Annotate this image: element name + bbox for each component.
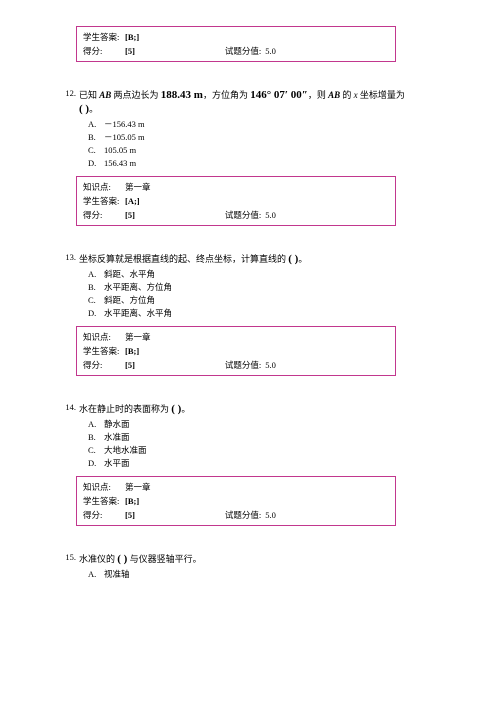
q12-mid2: ，方位角为	[203, 90, 250, 100]
answer-label: 学生答案:	[83, 494, 125, 508]
answer-box-12: 知识点:第一章 学生答案:[A;] 得分:[5] 试题分值: 5.0	[76, 176, 396, 226]
q12-mid5: 坐标增量为	[358, 90, 405, 100]
question-text: 坐标反算就是根据直线的起、终点坐标，计算直线的 ( )。	[76, 252, 440, 266]
score-label: 得分:	[83, 44, 125, 58]
option-c-text: 105.05 m	[104, 144, 136, 157]
full-score-value: 5.0	[265, 208, 276, 222]
q15-paren: ( )	[117, 553, 127, 565]
option-b-text: 水准面	[104, 431, 130, 444]
question-text: 水准仪的 ( ) 与仪器竖轴平行。	[76, 552, 440, 566]
knowledge-value: 第一章	[125, 180, 151, 194]
knowledge-label: 知识点:	[83, 180, 125, 194]
options-13: A.斜距、水平角 B.水平距离、方位角 C.斜距、方位角 D.水平距离、水平角	[88, 268, 440, 320]
q12-mid4: 的	[340, 90, 354, 100]
option-d: D.156.43 m	[88, 157, 440, 170]
option-d-text: 水平距离、水平角	[104, 307, 172, 320]
option-d: D.水平距离、水平角	[88, 307, 440, 320]
answer-label: 学生答案:	[83, 194, 125, 208]
q12-len: 188.43 m	[161, 89, 203, 101]
q14-tail: 。	[181, 404, 190, 414]
q12-paren: ( )	[79, 103, 89, 115]
q12-mid3: ，则	[308, 90, 328, 100]
question-number: 12.	[60, 88, 76, 98]
q14-text1: 水在静止时的表面称为	[79, 404, 171, 414]
answer-label: 学生答案:	[83, 344, 125, 358]
question-13: 13. 坐标反算就是根据直线的起、终点坐标，计算直线的 ( )。 A.斜距、水平…	[60, 252, 440, 376]
answer-box-14: 知识点:第一章 学生答案:[B;] 得分:[5] 试题分值: 5.0	[76, 476, 396, 526]
score-label: 得分:	[83, 358, 125, 372]
q15-text2: 与仪器竖轴平行。	[127, 554, 201, 564]
full-score-value: 5.0	[265, 508, 276, 522]
option-b-text: －105.05 m	[104, 131, 145, 144]
question-12: 12. 已知 AB 两点边长为 188.43 m，方位角为 146° 07′ 0…	[60, 88, 440, 226]
option-c-text: 大地水准面	[104, 444, 147, 457]
option-d-text: 156.43 m	[104, 157, 136, 170]
option-b: B.水平距离、方位角	[88, 281, 440, 294]
q13-tail: 。	[298, 254, 307, 264]
option-a: A.视准轴	[88, 568, 440, 581]
option-c: C.105.05 m	[88, 144, 440, 157]
score-value: [5]	[125, 358, 135, 372]
question-14: 14. 水在静止时的表面称为 ( )。 A.静水面 B.水准面 C.大地水准面 …	[60, 402, 440, 526]
answer-box-top: 学生答案: [B;] 得分: [5] 试题分值: 5.0	[76, 26, 396, 62]
question-text: 已知 AB 两点边长为 188.43 m，方位角为 146° 07′ 00″，则…	[76, 88, 440, 116]
full-score-label: 试题分值:	[225, 358, 261, 372]
q15-text1: 水准仪的	[79, 554, 117, 564]
knowledge-value: 第一章	[125, 480, 151, 494]
q13-text1: 坐标反算就是根据直线的起、终点坐标，计算直线的	[79, 254, 288, 264]
score-value: [5]	[125, 208, 135, 222]
answer-value: [B;]	[125, 494, 139, 508]
score-row: 得分: [5] 试题分值: 5.0	[83, 44, 389, 58]
q12-mid1: 两点边长为	[111, 90, 161, 100]
option-b-text: 水平距离、方位角	[104, 281, 172, 294]
knowledge-label: 知识点:	[83, 330, 125, 344]
q12-tail: 。	[89, 104, 98, 114]
option-b: B.水准面	[88, 431, 440, 444]
answer-row: 学生答案: [B;]	[83, 30, 389, 44]
option-a-text: 斜距、水平角	[104, 268, 155, 281]
q14-paren: ( )	[171, 403, 181, 415]
full-score-label: 试题分值:	[225, 44, 261, 58]
options-15: A.视准轴	[88, 568, 440, 581]
q12-angle: 146° 07′ 00″	[250, 89, 308, 101]
answer-value: [B;]	[125, 30, 139, 44]
question-number: 15.	[60, 552, 76, 562]
option-b: B.－105.05 m	[88, 131, 440, 144]
full-score-value: 5.0	[265, 358, 276, 372]
option-a: A.斜距、水平角	[88, 268, 440, 281]
score-value: [5]	[125, 44, 135, 58]
option-c-text: 斜距、方位角	[104, 294, 155, 307]
score-label: 得分:	[83, 208, 125, 222]
q12-ab: AB	[99, 90, 111, 100]
option-c: C.大地水准面	[88, 444, 440, 457]
q12-prefix: 已知	[79, 90, 99, 100]
answer-label: 学生答案:	[83, 30, 125, 44]
option-a: A.－156.43 m	[88, 118, 440, 131]
answer-value: [A;]	[125, 194, 140, 208]
question-text: 水在静止时的表面称为 ( )。	[76, 402, 440, 416]
question-number: 13.	[60, 252, 76, 262]
option-a-text: 视准轴	[104, 568, 130, 581]
option-a-text: －156.43 m	[104, 118, 145, 131]
knowledge-label: 知识点:	[83, 480, 125, 494]
option-d: D.水平面	[88, 457, 440, 470]
q13-paren: ( )	[288, 253, 298, 265]
full-score-label: 试题分值:	[225, 208, 261, 222]
options-12: A.－156.43 m B.－105.05 m C.105.05 m D.156…	[88, 118, 440, 170]
option-a-text: 静水面	[104, 418, 130, 431]
answer-value: [B;]	[125, 344, 139, 358]
option-c: C.斜距、方位角	[88, 294, 440, 307]
option-a: A.静水面	[88, 418, 440, 431]
score-value: [5]	[125, 508, 135, 522]
full-score-label: 试题分值:	[225, 508, 261, 522]
question-number: 14.	[60, 402, 76, 412]
answer-box-13: 知识点:第一章 学生答案:[B;] 得分:[5] 试题分值: 5.0	[76, 326, 396, 376]
full-score-value: 5.0	[265, 44, 276, 58]
option-d-text: 水平面	[104, 457, 130, 470]
q12-ab2: AB	[328, 90, 340, 100]
options-14: A.静水面 B.水准面 C.大地水准面 D.水平面	[88, 418, 440, 470]
score-label: 得分:	[83, 508, 125, 522]
knowledge-value: 第一章	[125, 330, 151, 344]
question-15: 15. 水准仪的 ( ) 与仪器竖轴平行。 A.视准轴	[60, 552, 440, 581]
